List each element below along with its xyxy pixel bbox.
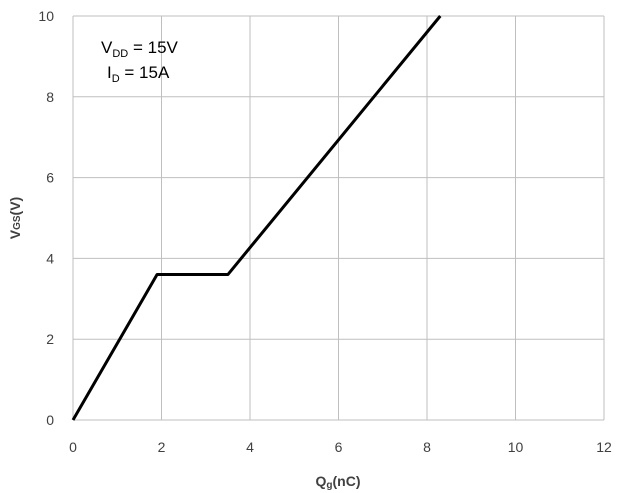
x-tick-label: 12 xyxy=(596,439,612,455)
annotation-id-rest: = 15A xyxy=(120,63,170,82)
y-axis-title: VGS(V) xyxy=(7,197,23,239)
y-tick-label: 2 xyxy=(46,331,54,347)
series-lines xyxy=(71,15,442,421)
annotation-id: ID = 15A xyxy=(107,63,170,85)
annotation-id-sub: D xyxy=(112,73,120,85)
annotation-id-main: I xyxy=(107,63,112,82)
y-tick-labels: 0 2 4 6 8 10 xyxy=(38,8,54,428)
x-tick-label: 4 xyxy=(246,439,254,455)
annotation-vdd-sub: DD xyxy=(112,48,128,60)
y-tick-label: 4 xyxy=(46,250,54,266)
x-tick-label: 10 xyxy=(508,439,524,455)
x-tick-label: 8 xyxy=(423,439,431,455)
annotation-vdd: VDD = 15V xyxy=(101,38,179,60)
y-tick-label: 0 xyxy=(46,412,54,428)
x-tick-label: 0 xyxy=(69,439,77,455)
annotation-vdd-main: V xyxy=(101,38,113,57)
y-tick-label: 8 xyxy=(46,89,54,105)
grid xyxy=(72,15,605,421)
x-axis-title: Qg(nC) xyxy=(316,473,361,491)
x-tick-label: 2 xyxy=(158,439,166,455)
x-tick-label: 6 xyxy=(335,439,343,455)
y-tick-label: 6 xyxy=(46,170,54,186)
y-tick-label: 10 xyxy=(38,8,54,24)
x-tick-labels: 0 2 4 6 8 10 12 xyxy=(69,439,612,455)
annotation-vdd-rest: = 15V xyxy=(128,38,178,57)
series-line xyxy=(71,15,442,421)
